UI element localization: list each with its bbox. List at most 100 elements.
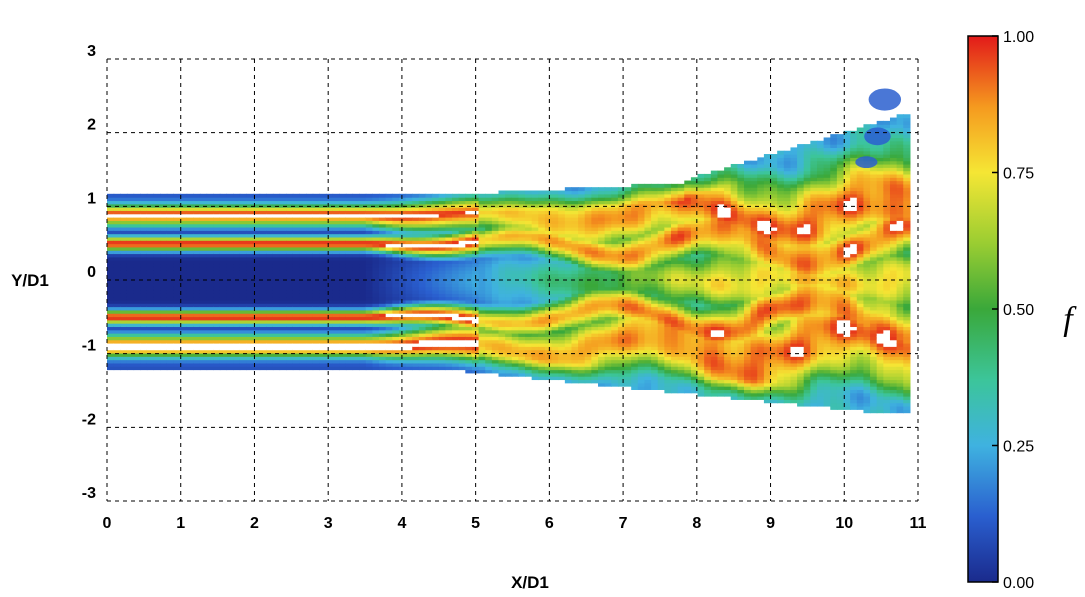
- field-cell: [239, 333, 247, 337]
- field-cell: [591, 213, 599, 218]
- field-cell: [206, 309, 214, 314]
- field-cell: [538, 260, 546, 265]
- field-cell: [671, 346, 679, 351]
- field-cell: [644, 256, 652, 261]
- field-cell: [631, 226, 639, 231]
- field-cell: [624, 309, 632, 314]
- field-cell: [345, 203, 354, 208]
- field-cell: [312, 213, 320, 218]
- field-cell: [538, 213, 546, 218]
- field-cell: [398, 207, 407, 211]
- field-cell: [611, 366, 619, 371]
- concentration-field: [107, 88, 911, 414]
- field-cell: [425, 223, 433, 228]
- field-cell: [637, 200, 646, 205]
- field-cell: [511, 266, 519, 271]
- field-cell: [412, 303, 420, 308]
- field-cell: [651, 329, 659, 334]
- field-cell: [319, 316, 327, 321]
- field-cell: [704, 389, 712, 394]
- field-cell: [578, 326, 586, 331]
- field-cell: [498, 309, 506, 314]
- field-cell: [485, 326, 493, 331]
- field-cell: [239, 356, 247, 361]
- field-cell: [671, 233, 679, 238]
- field-cell: [392, 289, 400, 294]
- field-cell: [465, 366, 473, 371]
- field-cell: [405, 250, 413, 255]
- field-cell: [219, 207, 228, 211]
- field-cell: [690, 230, 699, 235]
- field-cell: [438, 217, 447, 221]
- field-cell: [697, 329, 705, 334]
- field-cell: [624, 200, 632, 205]
- field-cell: [126, 203, 135, 208]
- field-cell: [233, 286, 241, 291]
- field-cell: [564, 362, 573, 367]
- field-cell: [684, 210, 692, 215]
- field-cell: [206, 329, 214, 334]
- field-cell: [651, 336, 659, 341]
- field-cell: [637, 296, 646, 301]
- field-cell: [120, 352, 128, 357]
- field-cell: [153, 273, 161, 278]
- field-cell: [598, 286, 606, 291]
- field-cell: [511, 329, 519, 334]
- field-cell: [319, 236, 327, 241]
- field-cell: [671, 376, 679, 381]
- field-cell: [259, 283, 267, 288]
- field-cell: [186, 250, 194, 255]
- field-cell: [199, 319, 208, 324]
- field-cell: [126, 313, 135, 318]
- field-cell: [584, 213, 592, 218]
- field-cell: [558, 303, 566, 308]
- field-cell: [120, 226, 128, 231]
- field-cell: [525, 207, 533, 211]
- field-cell: [684, 346, 692, 351]
- field-cell: [571, 339, 579, 344]
- field-cell: [233, 270, 241, 274]
- field-cell: [173, 250, 181, 255]
- field-cell: [292, 243, 301, 248]
- field-cell: [551, 286, 559, 291]
- field-cell: [392, 359, 400, 364]
- field-cell: [312, 250, 320, 255]
- field-cell: [677, 197, 685, 202]
- field-cell: [113, 316, 121, 321]
- field-cell: [571, 207, 579, 211]
- field-cell: [365, 250, 374, 255]
- field-cell: [160, 352, 168, 357]
- field-cell: [624, 243, 632, 248]
- field-cell: [166, 197, 174, 202]
- field-cell: [425, 233, 433, 238]
- field-cell: [286, 336, 294, 341]
- field-cell: [193, 260, 201, 265]
- field-cell: [325, 333, 334, 337]
- field-cell: [598, 276, 606, 281]
- field-cell: [511, 296, 519, 301]
- field-cell: [637, 379, 646, 384]
- field-cell: [452, 329, 460, 334]
- field-cell: [325, 217, 334, 221]
- field-cell: [385, 217, 393, 221]
- field-cell: [226, 230, 234, 235]
- field-cell: [306, 333, 314, 337]
- field-cell: [677, 323, 685, 328]
- field-cell: [445, 233, 453, 238]
- field-cell: [120, 266, 128, 271]
- field-cell: [153, 260, 161, 265]
- field-cell: [398, 226, 407, 231]
- field-cell: [398, 356, 407, 361]
- field-cell: [239, 197, 247, 202]
- field-cell: [624, 293, 632, 298]
- field-cell: [252, 306, 261, 311]
- field-cell: [425, 266, 433, 271]
- field-cell: [332, 253, 340, 258]
- field-cell: [233, 217, 241, 221]
- field-cell: [226, 309, 234, 314]
- field-cell: [432, 286, 440, 291]
- field-cell: [631, 193, 639, 198]
- field-cell: [458, 256, 466, 261]
- field-cell: [690, 177, 699, 182]
- field-cell: [126, 273, 135, 278]
